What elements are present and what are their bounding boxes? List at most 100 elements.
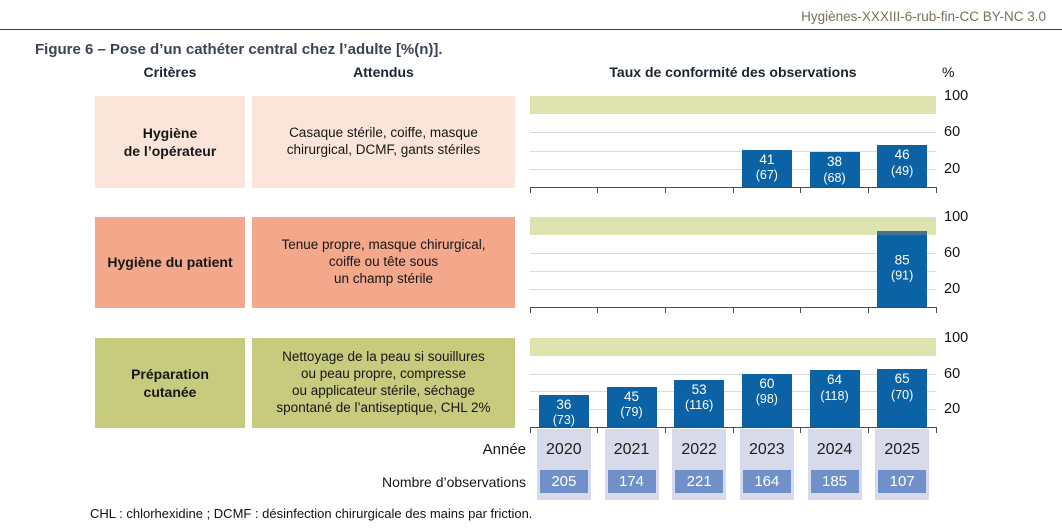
year-observation-cells: 2020 205 2021 174 2022 221 2023 164 2024 185 2025 1… — [530, 429, 936, 500]
target-band — [530, 96, 936, 115]
bar-percent-value: 64 — [826, 372, 843, 388]
axis-unit-label: % — [942, 64, 955, 80]
bar-count-value: (68) — [823, 170, 846, 185]
axis-tick-mark — [800, 307, 802, 313]
axis-tick-mark — [935, 307, 937, 313]
bar-label: 45 (79) — [607, 389, 657, 421]
column-header-chart: Taux de conformité des observations — [609, 64, 857, 80]
year-value: 2024 — [816, 441, 853, 458]
axis-tick-label: 20 — [944, 160, 961, 177]
gridline-20 — [530, 409, 936, 411]
axis-tick-label: 60 — [944, 245, 961, 261]
year-cell-2020: 2020 205 — [536, 429, 591, 500]
bar-count-value: (67) — [755, 168, 778, 183]
bar-count-value: (91) — [891, 268, 914, 283]
axis-tick-mark — [732, 187, 734, 193]
axis-tick-mark — [732, 427, 734, 433]
axis-tick-mark — [529, 427, 531, 433]
bar-percent-value: 65 — [894, 371, 910, 387]
observations-row-label: Nombre d’observations — [382, 474, 526, 490]
row-patient-hygiene: Hygiène du patient Tenue propre, masque … — [0, 209, 1062, 313]
axis-tick-mark — [867, 187, 869, 193]
axis-tick-mark — [800, 427, 802, 433]
criteria-cell: Hygiène du patient — [95, 217, 245, 308]
bar-count-value: (70) — [891, 387, 914, 402]
observations-count: 221 — [675, 470, 724, 493]
observations-count: 185 — [810, 470, 859, 493]
observations-count: 205 — [539, 470, 588, 493]
year-row-label: Année — [482, 441, 526, 458]
bar-count-value: (49) — [891, 163, 914, 178]
header-divider — [0, 29, 1062, 30]
bar-2025: 65 (70) — [877, 369, 928, 427]
bar-2025: 46 (49) — [877, 145, 928, 187]
axis-tick-label: 20 — [944, 401, 961, 418]
observations-count: 174 — [607, 470, 656, 493]
axis-tick-mark — [935, 187, 937, 193]
bar-count-value: (73) — [552, 413, 575, 428]
bar-chart-patient-hygiene: 100 60 20 85 (91) — [529, 209, 968, 313]
bar-count-value: (79) — [620, 405, 643, 420]
gridline-60 — [530, 132, 936, 134]
axis-tick-mark — [529, 187, 531, 193]
bar-percent-value: 41 — [759, 151, 775, 167]
bar-count-value: (116) — [685, 398, 714, 413]
bar-label: 36 (73) — [539, 397, 589, 429]
axis-tick-label: 100 — [944, 209, 969, 225]
axis-tick-mark — [597, 427, 599, 433]
bar-percent-value: 60 — [759, 375, 775, 391]
gridline-20 — [530, 289, 936, 290]
bar-label: 41 (67) — [742, 152, 792, 184]
year-cell-2024: 2024 185 — [807, 429, 862, 500]
column-header-expected: Attendus — [353, 64, 414, 80]
expected-cell: Nettoyage de la peau si souillures ou pe… — [252, 338, 515, 428]
bar-label: 64 (118) — [810, 372, 860, 404]
bar-percent-value: 85 — [894, 252, 910, 268]
bar-2025: 85 (91) — [877, 230, 928, 307]
axis-tick-label: 60 — [944, 365, 961, 382]
observations-count: 107 — [878, 470, 927, 493]
expected-cell: Casaque stérile, coiffe, masque chirurgi… — [252, 96, 515, 188]
axis-tick-mark — [597, 307, 599, 313]
axis-tick-mark — [732, 307, 734, 313]
axis-tick-mark — [664, 427, 666, 433]
bar-percent-value: 45 — [623, 388, 640, 404]
bar-count-value: (98) — [755, 392, 778, 407]
footnote-abbreviations: CHL : chlorhexidine ; DCMF : désinfectio… — [90, 506, 533, 521]
axis-tick-mark — [664, 187, 666, 193]
gridline-60 — [530, 373, 936, 375]
year-value: 2022 — [681, 441, 717, 458]
bar-over-target-cap — [877, 230, 928, 235]
observations-count: 164 — [742, 470, 791, 493]
bar-2024: 38 (68) — [809, 152, 860, 187]
gridline-40 — [530, 391, 936, 393]
axis-tick-mark — [664, 307, 666, 313]
figure-title: Figure 6 – Pose d’un cathéter central ch… — [35, 41, 443, 58]
bar-2022: 53 (116) — [674, 379, 725, 427]
bar-percent-value: 53 — [691, 381, 707, 397]
axis-tick-label: 100 — [944, 330, 969, 346]
row-skin-preparation: Préparation cutanée Nettoyage de la peau… — [0, 330, 1062, 433]
bar-label: 38 (68) — [810, 154, 860, 186]
axis-tick-label: 20 — [944, 281, 961, 297]
bar-2023: 41 (67) — [741, 149, 792, 187]
bar-2020: 36 (73) — [538, 394, 589, 429]
axis-tick-mark — [529, 307, 531, 313]
expected-cell: Tenue propre, masque chirurgical, coiffe… — [252, 217, 515, 308]
bar-label: 65 (70) — [877, 371, 927, 403]
year-value: 2023 — [749, 441, 785, 458]
bar-label: 53 (116) — [674, 382, 724, 414]
gridline-40 — [530, 271, 936, 272]
year-cell-2023: 2023 164 — [739, 429, 794, 500]
axis-tick-mark — [935, 427, 937, 433]
bar-label: 85 (91) — [877, 252, 927, 284]
target-band — [530, 338, 936, 356]
bar-count-value: (118) — [820, 388, 849, 403]
target-band — [530, 217, 936, 235]
axis-tick-mark — [800, 187, 802, 193]
year-value: 2021 — [613, 441, 650, 458]
bar-percent-value: 46 — [894, 147, 910, 163]
gridline-20 — [530, 168, 936, 170]
year-cell-2021: 2021 174 — [604, 429, 659, 500]
